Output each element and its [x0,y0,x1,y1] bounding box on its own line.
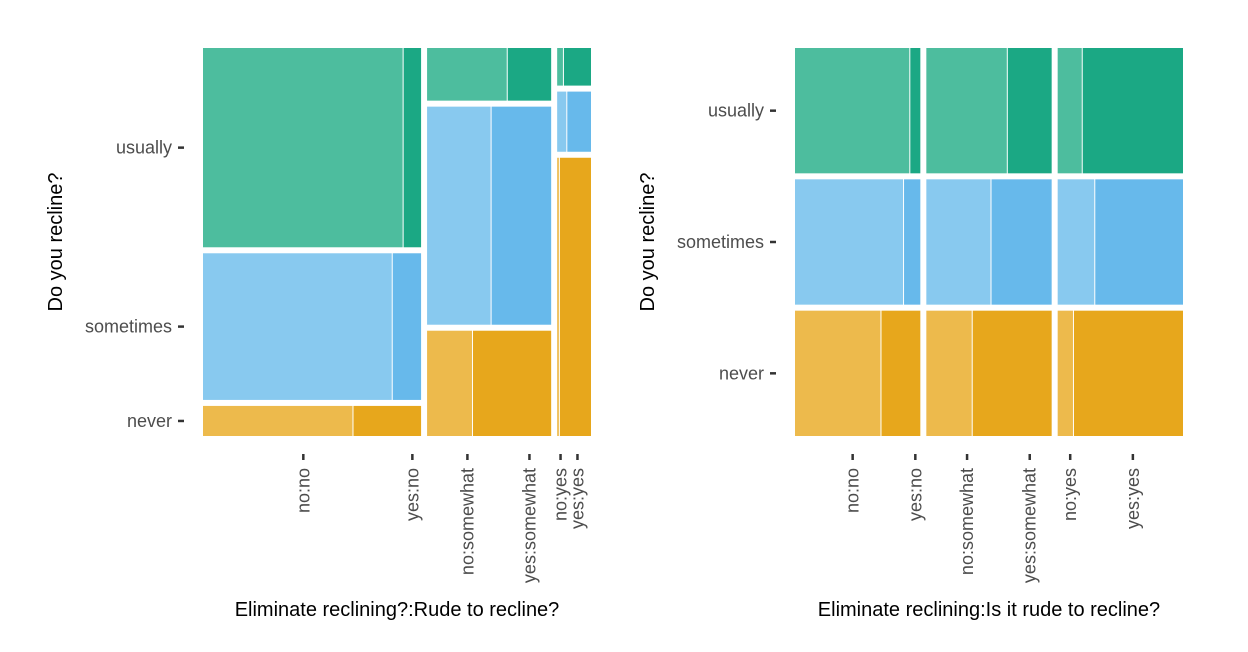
mosaic-tile-never-no-yes [353,405,422,436]
mosaic-tile-sometimes-yes-no [1057,179,1095,305]
x-tick-label: no:yes [1060,468,1080,521]
mosaic-tile-sometimes-somewhat-no [926,179,991,305]
mosaic-tile-never-yes-no [1057,310,1073,436]
x-axis-title: Eliminate reclining:Is it rude to reclin… [818,599,1160,621]
mosaic-tile-usually-no-no [203,48,403,248]
mosaic-tile-never-somewhat-no [926,310,972,436]
mosaic-tile-sometimes-yes-no [557,91,567,152]
mosaic-tile-usually-somewhat-yes [507,48,552,101]
mosaic-tile-sometimes-somewhat-no [427,106,491,325]
x-tick-label: yes:no [905,468,925,521]
mosaic-tile-usually-somewhat-no [926,48,1007,174]
mosaic-tile-sometimes-no-yes [904,179,921,305]
mosaic-tile-usually-no-yes [910,48,921,174]
x-tick-label: yes:yes [567,468,587,529]
mosaic-panel-left: Eliminate reclining?:Rude to recline? Do… [45,48,591,621]
mosaic-tile-sometimes-no-yes [392,253,422,400]
mosaic-tile-usually-no-no [795,48,910,174]
mosaic-tile-never-yes-no [557,157,559,436]
y-tick-label: usually [708,101,764,121]
mosaic-tile-never-no-no [795,310,881,436]
mosaic-tile-never-yes-yes [559,157,591,436]
mosaic-tile-usually-somewhat-no [427,48,507,101]
y-tick-label: sometimes [85,317,172,337]
y-tick-label: usually [116,138,172,158]
mosaic-tile-never-somewhat-yes [972,310,1052,436]
x-tick-label: no:no [843,468,863,513]
mosaic-tile-sometimes-yes-yes [567,91,591,152]
mosaic-tile-usually-yes-yes [1082,48,1183,174]
y-axis-title: Do you recline? [45,173,67,312]
y-tick-label: never [719,363,764,383]
mosaic-tile-usually-somewhat-yes [1007,48,1052,174]
x-tick-label: no:somewhat [957,468,977,575]
mosaic-tile-never-somewhat-yes [472,330,552,436]
mosaic-tile-sometimes-yes-yes [1095,179,1183,305]
x-tick-label: yes:somewhat [519,468,539,583]
y-tick-label: sometimes [677,232,764,252]
mosaic-tile-never-somewhat-no [427,330,472,436]
x-tick-label: yes:yes [1123,468,1143,529]
mosaic-tile-sometimes-somewhat-yes [991,179,1052,305]
x-tick-label: no:yes [551,468,571,521]
x-tick-label: no:somewhat [457,468,477,575]
x-tick-label: no:no [293,468,313,513]
mosaic-tile-sometimes-no-no [795,179,904,305]
x-axis-title: Eliminate reclining?:Rude to recline? [235,599,560,621]
mosaic-tile-never-no-no [203,405,353,436]
mosaic-tile-never-no-yes [881,310,921,436]
mosaic-tile-usually-yes-yes [563,48,591,86]
mosaic-tile-sometimes-no-no [203,253,392,400]
mosaic-tile-usually-yes-no [557,48,563,86]
y-tick-label: never [127,411,172,431]
mosaic-panel-right: Eliminate reclining:Is it rude to reclin… [637,48,1183,621]
x-tick-label: yes:no [402,468,422,521]
x-tick-label: yes:somewhat [1020,468,1040,583]
mosaic-tile-never-yes-yes [1073,310,1183,436]
y-axis-title: Do you recline? [637,173,659,312]
mosaic-tile-sometimes-somewhat-yes [491,106,552,325]
mosaic-tile-usually-no-yes [403,48,422,248]
mosaic-tile-usually-yes-no [1057,48,1082,174]
